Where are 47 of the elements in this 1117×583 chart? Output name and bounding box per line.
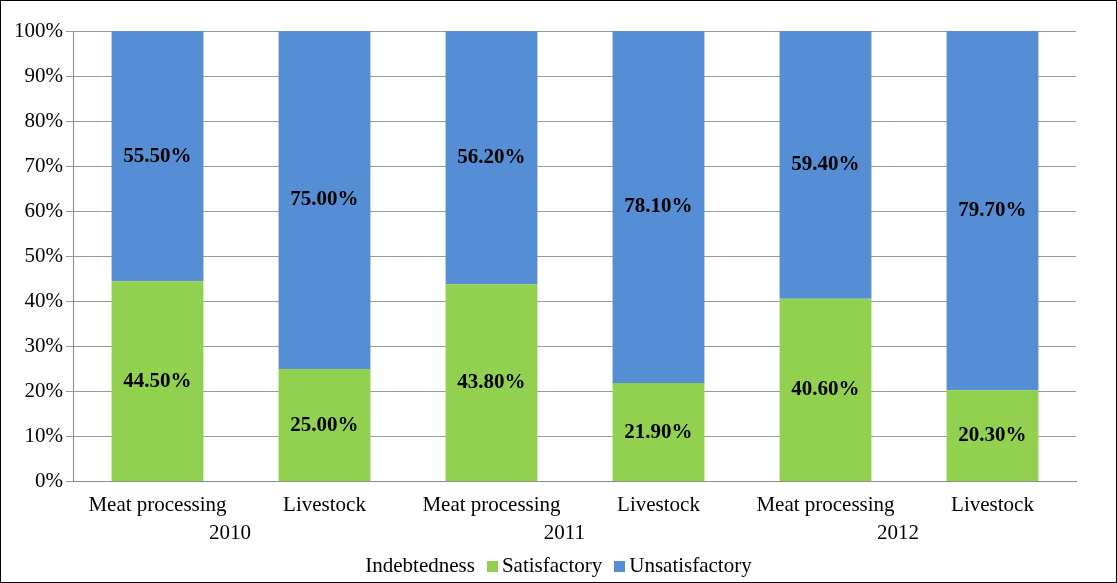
x-tick-label: Livestock [951,491,1035,516]
bar [612,383,705,482]
data-label: 40.60% [791,376,860,401]
bar [445,284,538,482]
y-tick-label: 70% [24,152,63,177]
x-tick-label: Meat processing [756,491,896,516]
bar [445,31,538,285]
y-tick-label: 0% [34,468,63,493]
bar [278,31,371,370]
y-tick-label: 20% [24,378,63,403]
data-label: 59.40% [791,151,860,176]
legend-title: Indebtedness [365,553,475,577]
y-tick-label: 30% [24,333,63,358]
legend-label: Satisfactory [500,553,603,577]
data-label: 20.30% [958,422,1027,447]
bar [946,31,1039,391]
x-tick-label: Meat processing [422,491,562,516]
x-tick-label: Livestock [283,491,367,516]
data-label: 44.50% [123,367,192,392]
data-label: 43.80% [457,369,526,394]
bar [779,31,872,299]
y-tick-label: 100% [13,17,63,42]
data-label: 79.70% [958,197,1027,222]
bar [111,281,204,482]
y-tick-label: 90% [24,62,63,87]
bar [111,31,204,282]
y-tick-label: 50% [24,242,63,267]
text: 2010 [208,520,251,545]
bar [278,369,371,482]
data-label: 78.10% [624,193,693,218]
data-label: 75.00% [290,186,359,211]
y-tick-label: 40% [24,288,63,312]
y-tick-label: 80% [24,107,63,132]
bar [779,298,872,482]
x-tick-label: Meat processing [88,491,228,516]
text: 2011 [543,520,585,545]
data-label: 21.90% [624,418,693,443]
x-tick-label: Livestock [617,491,701,516]
y-tick-label: 60% [24,197,63,222]
data-label: 55.50% [123,142,192,167]
bar [946,390,1039,482]
data-label: 25.00% [290,411,359,436]
bar [612,31,705,384]
data-label: 56.20% [457,144,526,169]
legend-label: Unsatisfactory [628,553,752,577]
y-tick-label: 10% [24,423,63,448]
text: 2012 [877,520,919,545]
